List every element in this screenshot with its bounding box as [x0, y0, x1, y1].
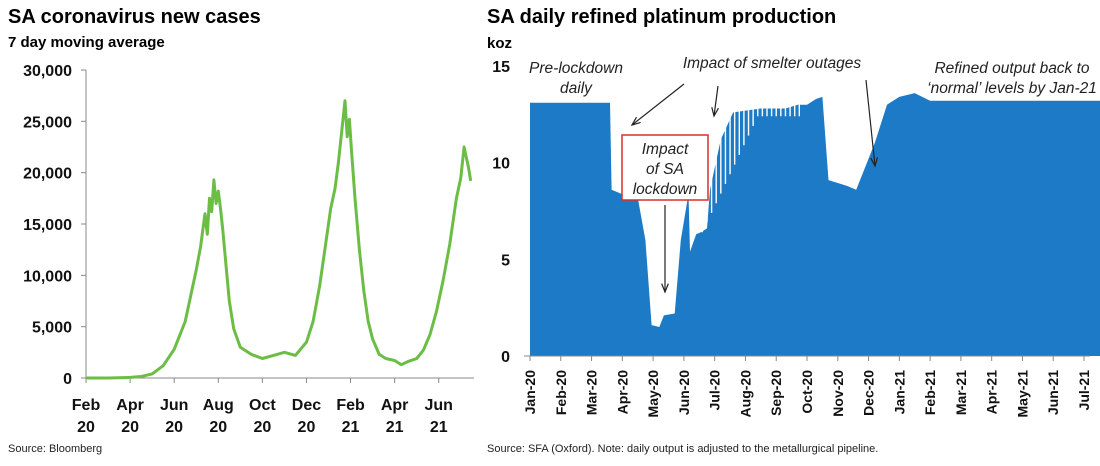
- right-x-tick-label: Jun-20: [676, 370, 692, 415]
- left-x-tick-month: Feb: [72, 397, 101, 414]
- arrow-normal-levels-head: [870, 157, 879, 168]
- left-x-tick-month: Dec: [292, 397, 321, 414]
- right-x-tick-label: Mar-20: [584, 370, 600, 415]
- right-x-tick-label: Apr-20: [614, 370, 630, 415]
- right-y-tick-label: 15: [492, 59, 510, 76]
- left-x-tick-month: Apr: [381, 397, 409, 414]
- left-y-tick-label: 20,000: [23, 166, 72, 183]
- arrow-smelter-2: [713, 85, 719, 117]
- right-y-tick-label: 0: [501, 349, 510, 366]
- left-y-tick-label: 25,000: [23, 114, 72, 131]
- arrow-smelter-2-head: [711, 107, 719, 118]
- left-x-tick-year: 20: [253, 419, 271, 436]
- left-x-tick-year: 20: [165, 419, 183, 436]
- right-x-tick-label: Apr-21: [984, 370, 1000, 415]
- annotation-lockdown: Impact: [642, 141, 689, 158]
- platinum-output-area: [530, 93, 1100, 356]
- left-x-tick-year: 21: [342, 419, 360, 436]
- right-y-tick-label: 5: [501, 252, 510, 269]
- left-x-tick-month: Aug: [203, 397, 234, 414]
- left-x-tick-month: Feb: [336, 397, 365, 414]
- annotation-smelter-outages: Impact of smelter outages: [683, 55, 862, 72]
- right-x-tick-label: Aug-20: [737, 370, 753, 418]
- right-x-tick-label: Jan-21: [891, 370, 907, 415]
- right-x-tick-label: Mar-21: [953, 370, 969, 415]
- left-y-tick-label: 30,000: [23, 63, 72, 80]
- left-y-tick-label: 0: [63, 371, 72, 388]
- left-x-tick-year: 21: [430, 419, 448, 436]
- annotation-lockdown-box: [621, 134, 709, 201]
- right-x-tick-label: Feb-20: [553, 370, 569, 415]
- covid-cases-chart: 0 5,000 10,000 15,000 20,000 25,000 30,000 Feb 2…: [23, 63, 474, 436]
- left-chart-source: Source: Bloomberg: [8, 443, 103, 455]
- left-x-tick-year: 20: [121, 419, 139, 436]
- left-x-tick-month: Jun: [425, 397, 453, 414]
- arrow-lockdown-head: [661, 283, 669, 294]
- right-x-tick-label: Jul-21: [1076, 370, 1092, 411]
- left-x-tick-month: Jun: [160, 397, 188, 414]
- right-x-tick-label: May-21: [1014, 370, 1030, 418]
- annotation-pre-lockdown: Pre-lockdown: [529, 60, 623, 77]
- right-y-tick-label: 10: [492, 156, 510, 173]
- left-x-tick-month: Apr: [116, 397, 144, 414]
- left-y-tick-label: 5,000: [32, 320, 72, 337]
- arrow-smelter-1: [631, 83, 685, 126]
- right-x-tick-label: Jan-20: [522, 370, 538, 415]
- arrow-smelter-1-head: [630, 116, 641, 127]
- arrow-normal-levels: [865, 79, 876, 167]
- annotation-lockdown: of SA: [646, 161, 684, 178]
- right-y-axis-unit: koz: [487, 35, 512, 52]
- right-x-tick-label: May-20: [645, 370, 661, 418]
- left-x-tick-year: 20: [77, 419, 95, 436]
- left-y-tick-label: 15,000: [23, 217, 72, 234]
- covid-cases-line: [86, 99, 473, 380]
- left-chart-title: SA coronavirus new cases: [8, 6, 261, 28]
- right-x-tick-label: Oct-20: [799, 370, 815, 414]
- annotation-lockdown: lockdown: [633, 181, 698, 198]
- annotation-background: [527, 55, 627, 98]
- left-chart-subtitle: 7 day moving average: [8, 34, 165, 51]
- right-x-tick-label: Jun-21: [1045, 370, 1061, 415]
- right-chart-source: Source: SFA (Oxford). Note: daily output…: [487, 443, 879, 455]
- left-x-tick-year: 20: [298, 419, 316, 436]
- right-x-tick-label: Dec-20: [861, 370, 877, 416]
- annotation-normal-levels: ‘normal’ levels by Jan-21: [927, 80, 1097, 97]
- right-x-tick-label: Sep-20: [768, 370, 784, 416]
- right-x-tick-label: Jul-20: [707, 370, 723, 411]
- annotation-normal-levels: Refined output back to: [934, 60, 1089, 77]
- right-x-tick-label: Feb-21: [922, 370, 938, 415]
- left-x-tick-month: Oct: [249, 397, 276, 414]
- left-x-tick-year: 20: [209, 419, 227, 436]
- right-x-tick-label: Nov-20: [830, 370, 846, 417]
- left-x-tick-year: 21: [386, 419, 404, 436]
- right-chart-title: SA daily refined platinum production: [487, 6, 837, 28]
- left-y-tick-label: 10,000: [23, 268, 72, 285]
- annotation-pre-lockdown: daily: [560, 80, 593, 97]
